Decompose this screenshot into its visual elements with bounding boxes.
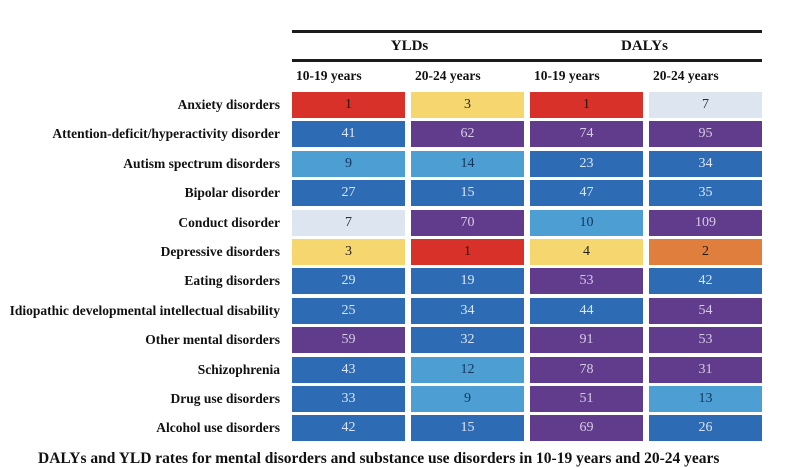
row-label: Bipolar disorder	[0, 180, 286, 206]
rank-cell: 42	[649, 268, 762, 295]
rank-cell: 27	[292, 180, 405, 207]
table-row: Alcohol use disorders 42 15 69 26	[0, 415, 762, 442]
rank-cell: 26	[649, 415, 762, 442]
rank-cell: 19	[411, 268, 524, 295]
rank-cell: 3	[292, 238, 405, 265]
col-header-ylds-20-24: 20-24 years	[415, 68, 481, 83]
row-label-text: Drug use disorders	[170, 390, 280, 406]
rank-cell: 59	[292, 327, 405, 354]
row-label-text: Conduct disorder	[178, 214, 280, 230]
rank-cell: 15	[411, 180, 524, 207]
rank-cell: 2	[649, 238, 762, 265]
table-row: Other mental disorders 59 32 91 53	[0, 327, 762, 354]
row-label-text: Anxiety disorders	[177, 97, 280, 112]
table-row: Eating disorders 29 19 53 42	[0, 268, 762, 295]
table-row: Schizophrenia 43 12 78 31	[0, 356, 762, 383]
rank-cell: 7	[292, 209, 405, 236]
row-label-text: Idiopathic developmental intellectual di…	[9, 302, 280, 318]
col-header-dalys-10-19: 10-19 years	[534, 68, 600, 83]
rank-cell: 9	[411, 385, 524, 412]
rank-cell: 70	[411, 209, 524, 236]
row-label: Alcohol use disorders	[0, 415, 286, 441]
rank-cell: 1	[530, 92, 643, 118]
rank-cell: 69	[530, 415, 643, 442]
table-row: Conduct disorder 7 70 10 109	[0, 209, 762, 236]
rank-cell: 34	[411, 297, 524, 324]
rank-cell: 13	[649, 385, 762, 412]
rank-cell: 54	[649, 297, 762, 324]
table-header: YLDs DALYs 10-19 years 20-24 years 10-19…	[292, 30, 762, 87]
rank-cell: 91	[530, 327, 643, 354]
table-row: Drug use disorders 33 9 51 13	[0, 385, 762, 412]
rank-cell: 34	[649, 150, 762, 177]
rank-cell: 32	[411, 327, 524, 354]
mid-rule	[292, 59, 762, 62]
column-header-row: 10-19 years 20-24 years 10-19 years 20-2…	[292, 65, 762, 87]
rank-cell: 25	[292, 297, 405, 324]
rank-cell: 23	[530, 150, 643, 177]
table-body: Anxiety disorders 1 3 1 7 Attention-defi…	[0, 92, 762, 442]
row-label: Conduct disorder	[0, 210, 286, 236]
rank-cell: 31	[649, 356, 762, 383]
group-header-row: YLDs DALYs	[292, 33, 762, 59]
rank-cell: 15	[411, 415, 524, 442]
rank-cell: 33	[292, 385, 405, 412]
rank-cell: 41	[292, 121, 405, 148]
row-label: Autism spectrum disorders	[0, 151, 286, 177]
rank-cell: 43	[292, 356, 405, 383]
rank-cell: 1	[292, 92, 405, 118]
rank-cell: 53	[530, 268, 643, 295]
col-header-ylds-10-19: 10-19 years	[296, 68, 362, 83]
row-label: Other mental disorders	[0, 327, 286, 353]
col-header-dalys-20-24: 20-24 years	[653, 68, 719, 83]
figure-caption: DALYs and YLD rates for mental disorders…	[38, 450, 720, 467]
row-label-text: Autism spectrum disorders	[123, 155, 280, 171]
table-row: Attention-deficit/hyperactivity disorder…	[0, 121, 762, 148]
group-header-dalys: DALYs	[621, 37, 668, 54]
table-row: Idiopathic developmental intellectual di…	[0, 297, 762, 324]
rank-cell: 53	[649, 327, 762, 354]
rank-cell: 4	[530, 238, 643, 265]
row-label: Depressive disorders	[0, 239, 286, 265]
rank-cell: 7	[649, 92, 762, 118]
rank-cell: 3	[411, 92, 524, 118]
row-label: Idiopathic developmental intellectual di…	[0, 298, 286, 324]
rank-cell: 44	[530, 297, 643, 324]
rank-cell: 12	[411, 356, 524, 383]
rank-cell: 51	[530, 385, 643, 412]
rank-cell: 95	[649, 121, 762, 148]
row-label-text: Eating disorders	[184, 273, 280, 289]
rank-cell: 9	[292, 150, 405, 177]
row-label: Eating disorders	[0, 268, 286, 294]
rank-cell: 47	[530, 180, 643, 207]
row-label: Anxiety disorders	[0, 92, 286, 118]
row-label: Drug use disorders	[0, 386, 286, 412]
row-label-text: Bipolar disorder	[184, 185, 280, 201]
row-label-text: Depressive disorders	[160, 243, 280, 259]
rank-cell: 74	[530, 121, 643, 148]
row-label: Schizophrenia	[0, 357, 286, 383]
rank-cell: 109	[649, 209, 762, 236]
table-row: Depressive disorders 3 1 4 2	[0, 238, 762, 265]
rank-cell: 1	[411, 238, 524, 265]
table-row: Autism spectrum disorders 9 14 23 34	[0, 150, 762, 177]
row-label: Attention-deficit/hyperactivity disorder	[0, 121, 286, 147]
rank-cell: 29	[292, 268, 405, 295]
table-row: Anxiety disorders 1 3 1 7	[0, 92, 762, 118]
rank-cell: 35	[649, 180, 762, 207]
row-label-text: Other mental disorders	[145, 332, 280, 348]
row-label-text: Attention-deficit/hyperactivity disorder	[52, 126, 280, 142]
rank-cell: 78	[530, 356, 643, 383]
top-rule	[292, 30, 762, 33]
rank-cell: 14	[411, 150, 524, 177]
rank-cell: 62	[411, 121, 524, 148]
rank-cell: 42	[292, 415, 405, 442]
table-row: Bipolar disorder 27 15 47 35	[0, 180, 762, 207]
row-label-text: Schizophrenia	[197, 361, 280, 377]
rank-cell: 10	[530, 209, 643, 236]
row-label-text: Alcohol use disorders	[156, 420, 280, 436]
group-header-ylds: YLDs	[390, 37, 429, 54]
